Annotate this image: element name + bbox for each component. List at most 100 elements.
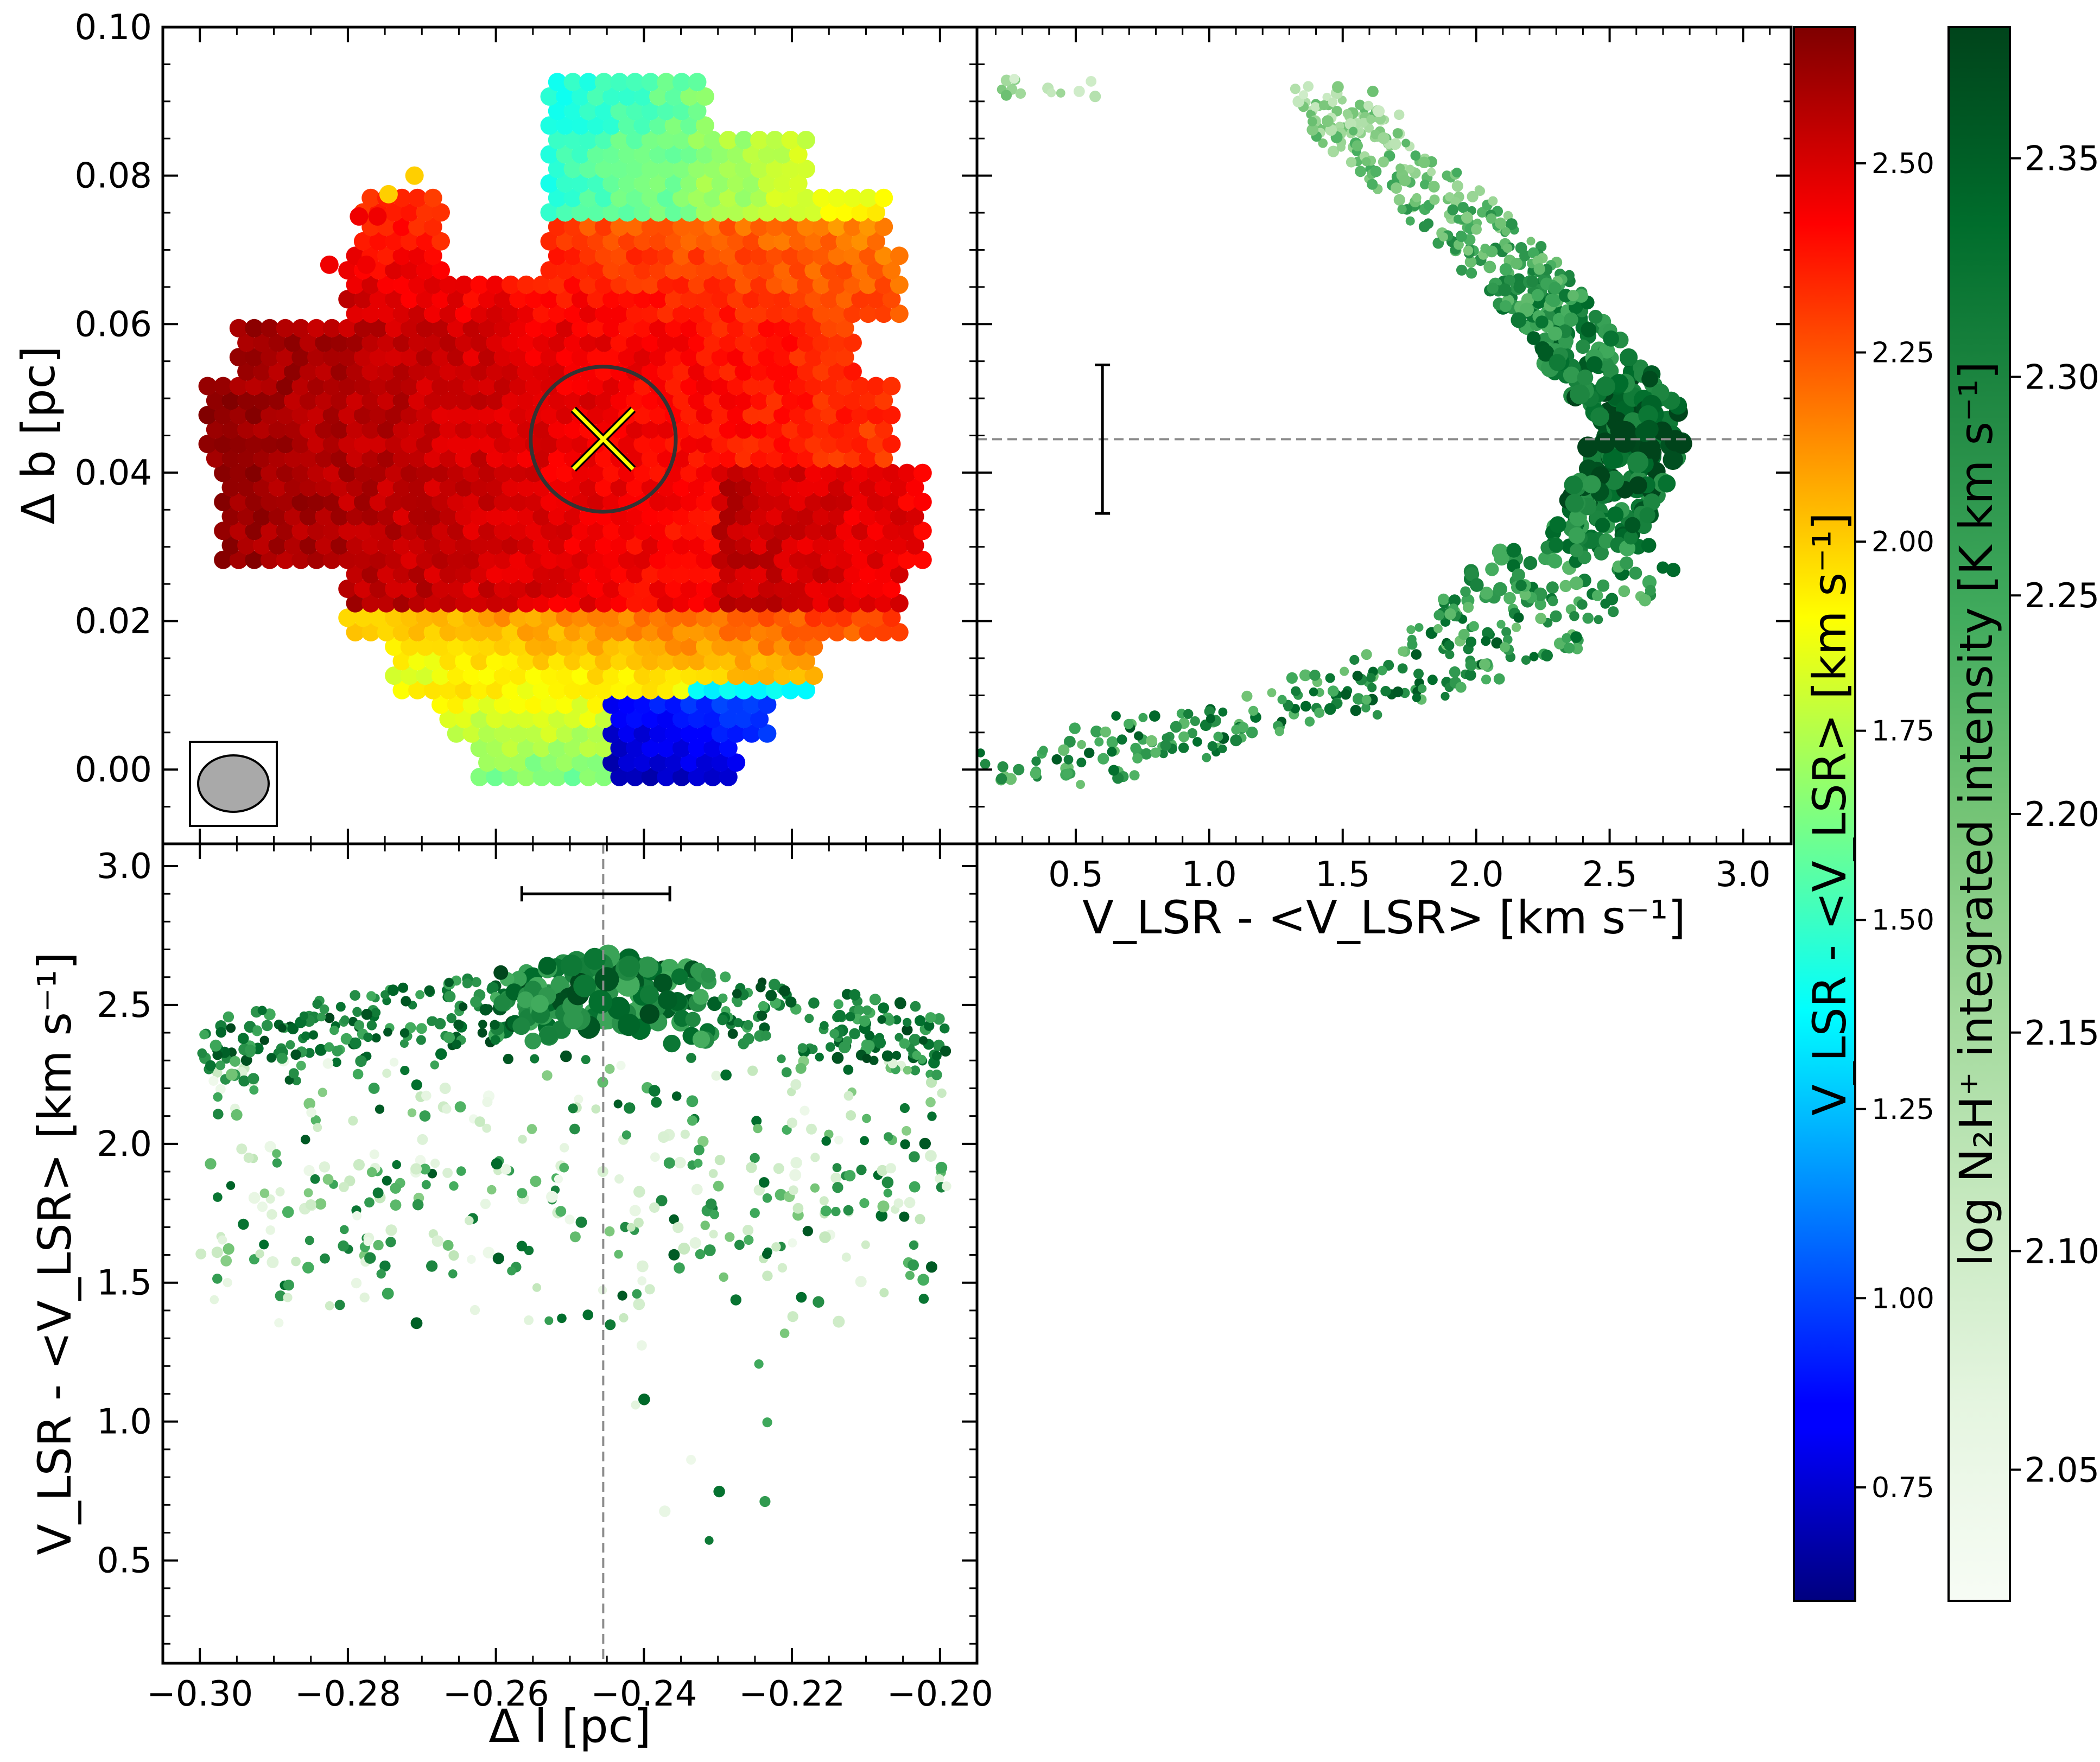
map-point (447, 550, 466, 569)
map-point (563, 101, 582, 120)
map-point (291, 405, 310, 424)
map-point (206, 449, 225, 468)
map-point (369, 521, 388, 540)
map-point (874, 391, 893, 410)
y-tick-label: 0.04 (75, 453, 153, 493)
lv-point (478, 1020, 487, 1029)
pv-point (1418, 156, 1430, 169)
lv-point (734, 1239, 745, 1250)
map-point (602, 521, 621, 540)
pv-point (1051, 754, 1062, 765)
map-point (727, 608, 746, 627)
map-point (432, 550, 450, 569)
map-point (594, 449, 613, 468)
lv-point (899, 1211, 910, 1222)
map-point (579, 478, 598, 497)
map-point (711, 550, 730, 569)
lv-point (631, 1400, 640, 1410)
map-point (610, 218, 629, 236)
map-point (252, 391, 271, 410)
lv-point (613, 1099, 623, 1109)
pv-point (1451, 180, 1463, 192)
map-point (859, 188, 878, 207)
map-point (416, 580, 435, 598)
lv-point (692, 1031, 710, 1048)
map-point (447, 695, 466, 714)
map-point (750, 623, 769, 642)
map-point (563, 420, 582, 439)
map-point (618, 521, 637, 540)
lv-point (860, 1136, 869, 1146)
map-point (626, 594, 644, 613)
map-point (509, 753, 528, 772)
map-point (657, 565, 676, 584)
map-point (750, 449, 769, 468)
pv-point (1076, 758, 1087, 768)
lv-point (301, 1031, 310, 1041)
map-point (664, 666, 683, 685)
map-point (672, 623, 691, 642)
lv-point (400, 1066, 410, 1076)
map-point (649, 435, 668, 454)
lv-point (366, 1020, 377, 1031)
map-point (563, 73, 582, 92)
pv-point (1407, 639, 1418, 650)
pv-point (1526, 237, 1536, 246)
map-point (556, 435, 575, 454)
map-point (377, 594, 396, 613)
map-point (439, 362, 458, 381)
map-point (284, 507, 302, 526)
map-point (548, 623, 567, 642)
map-point (214, 550, 233, 569)
lv-point (915, 1015, 926, 1027)
map-point (781, 333, 800, 352)
lv-point (364, 1252, 376, 1264)
pv-point (1073, 86, 1085, 97)
map-point (594, 536, 613, 555)
map-point (432, 435, 450, 454)
pv-point (1465, 637, 1477, 647)
map-point (602, 580, 621, 598)
colorbar-tick-label: 0.75 (1871, 1472, 1934, 1504)
map-point (385, 463, 404, 482)
lv-point (792, 1203, 804, 1214)
lv-point (862, 1114, 871, 1123)
map-point (532, 565, 551, 584)
map-point (455, 391, 473, 410)
map-point (649, 232, 668, 251)
map-point (276, 348, 295, 367)
map-point (874, 304, 893, 323)
map-point (517, 333, 536, 352)
map-point (361, 623, 380, 642)
map-point (439, 710, 458, 729)
lv-point (618, 1014, 640, 1036)
map-point (734, 304, 753, 323)
map-point (789, 580, 808, 598)
lv-point (902, 1024, 913, 1035)
lv-point (877, 1015, 886, 1024)
map-point (773, 637, 792, 656)
map-point (866, 203, 885, 222)
map-point (563, 188, 582, 207)
lv-point (245, 1044, 256, 1055)
map-point (649, 348, 668, 367)
pv-point (1306, 124, 1318, 136)
map-point (765, 188, 784, 207)
pv-point (1134, 731, 1144, 741)
map-point (773, 435, 792, 454)
pv-point (1501, 227, 1511, 236)
pv-points (977, 74, 1692, 789)
map-point (734, 449, 753, 468)
map-point (416, 261, 435, 280)
map-point (758, 463, 777, 482)
map-point (610, 160, 629, 179)
map-point (812, 391, 831, 410)
map-point (719, 739, 738, 758)
map-point (594, 623, 613, 642)
map-point (307, 348, 326, 367)
pv-point (1433, 609, 1444, 621)
lv-point (685, 1012, 701, 1027)
map-point (432, 666, 450, 685)
map-point (680, 724, 699, 743)
map-point (315, 362, 334, 381)
